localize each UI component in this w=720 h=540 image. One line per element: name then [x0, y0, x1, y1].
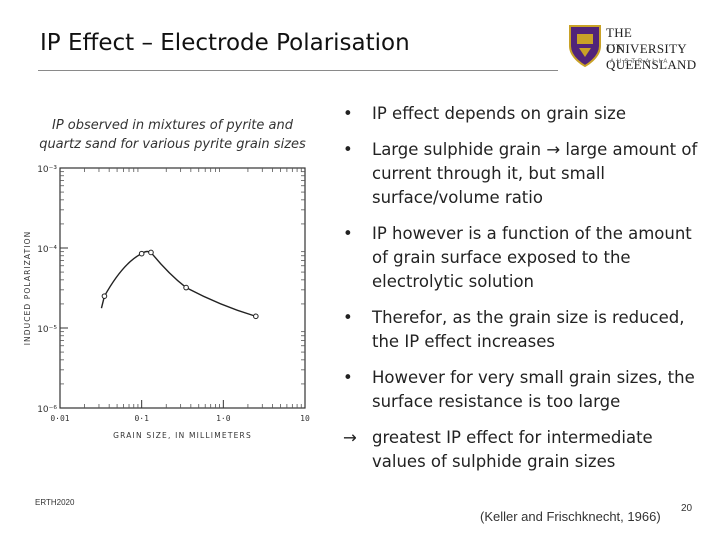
data-point: [148, 249, 154, 256]
bullet-item-conclusion: → greatest IP effect for intermediate val…: [340, 426, 700, 474]
bullet-text: Large sulphide grain → large amount of c…: [372, 140, 698, 207]
bullet-text: Therefor, as the grain size is reduced, …: [372, 308, 685, 351]
slide-title: IP Effect – Electrode Polarisation: [40, 30, 410, 56]
page-number: 20: [681, 503, 693, 514]
bullet-item: • Large sulphide grain → large amount of …: [340, 138, 700, 210]
y-tick-label: 10⁻⁴: [37, 245, 57, 255]
y-axis-label: INDUCED POLARIZATION: [23, 231, 32, 346]
title-divider: [38, 70, 558, 71]
data-point: [183, 284, 189, 291]
bullet-item: • Therefor, as the grain size is reduced,…: [340, 306, 700, 354]
bullet-item: • IP however is a function of the amount …: [340, 222, 700, 294]
bullet-text: However for very small grain sizes, the …: [372, 368, 695, 411]
bullet-text: IP however is a function of the amount o…: [372, 224, 692, 291]
arrow-marker: →: [343, 428, 357, 447]
y-tick-label: 10⁻³: [37, 165, 57, 175]
logo-text-line2: OF QUEENSLAND: [606, 41, 697, 72]
citation: (Keller and Frischknecht, 1966): [480, 509, 661, 524]
bullet-marker: •: [343, 368, 353, 387]
caption-line-2: quartz sand for various pyrite grain siz…: [39, 137, 306, 152]
university-logo: THE UNIVERSITY OF QUEENSLAND AUSTRALIA: [568, 22, 708, 72]
bullet-text: greatest IP effect for intermediate valu…: [372, 428, 653, 471]
y-tick-label: 10⁻⁶: [37, 405, 57, 415]
data-point: [253, 313, 259, 320]
bullet-marker: •: [343, 308, 353, 327]
logo-text-line1: THE UNIVERSITY: [606, 25, 687, 56]
data-point: [138, 250, 145, 257]
y-tick-label: 10⁻⁵: [37, 325, 57, 335]
bullet-item: • However for very small grain sizes, the…: [340, 366, 700, 414]
bullet-marker: •: [343, 140, 353, 159]
x-axis-label: GRAIN SIZE, IN MILLIMETERS: [113, 431, 252, 440]
bullet-item: • IP effect depends on grain size: [340, 102, 700, 126]
university-crest-icon: [569, 25, 601, 68]
x-tick-label: 0·1: [134, 414, 149, 423]
plot-frame: [59, 167, 306, 409]
bullet-text: IP effect depends on grain size: [372, 104, 626, 123]
bullet-list: • IP effect depends on grain size • Large …: [340, 102, 700, 486]
bullet-marker: •: [343, 224, 353, 243]
x-tick-label: 0·01: [50, 414, 69, 423]
series-line: [100, 250, 257, 317]
ip-grain-size-chart: 0·01 0·1 1·0 10 10⁻³ 10⁻⁴ 10⁻⁵ 10⁻⁶ GRAIN SIZE, …: [23, 165, 310, 440]
course-code: ERTH2020: [35, 498, 75, 507]
logo-text-line3: AUSTRALIA: [610, 59, 671, 65]
bullet-marker: •: [343, 104, 353, 123]
x-tick-label: 10: [300, 414, 310, 423]
figure-caption: IP observed in mixtures of pyrite and qu…: [30, 116, 315, 154]
x-tick-label: 1·0: [216, 414, 231, 423]
caption-line-1: IP observed in mixtures of pyrite and: [52, 118, 293, 133]
data-point: [101, 293, 108, 299]
